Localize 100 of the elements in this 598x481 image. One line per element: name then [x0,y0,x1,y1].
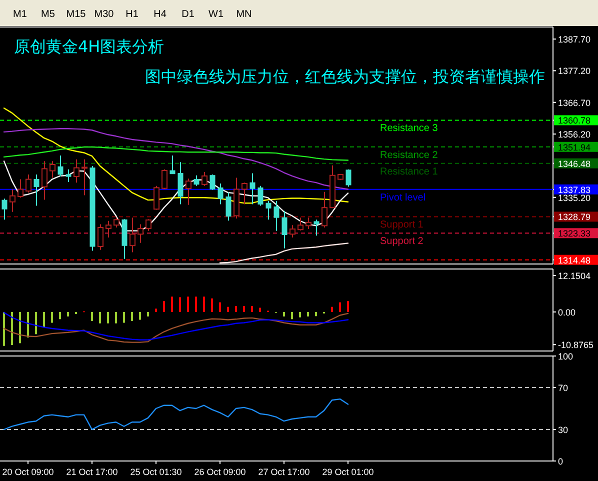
bar [195,296,197,312]
bar [107,312,109,324]
y-tick-label: 100 [558,352,574,362]
candlestick [98,224,104,250]
bar [227,306,229,312]
bar [203,296,205,312]
y-tick-label: 1387.70 [558,34,591,45]
bar [235,306,237,312]
bar [299,312,301,318]
candlestick [314,219,320,236]
bar [27,312,29,338]
candlestick [130,217,136,253]
y-tick-label: 1314.48 [558,255,591,266]
bar [67,312,69,316]
candlestick [242,182,248,205]
candlestick [26,174,32,194]
candlestick [258,185,264,206]
candlestick [322,191,328,228]
candlestick [282,210,288,249]
bar [139,312,141,320]
y-tick-label: 1360.78 [558,116,591,126]
line-series [3,146,349,161]
candlestick [250,172,256,205]
y-tick-label: 1351.94 [558,142,591,152]
candlestick [74,158,80,184]
candlestick [42,160,48,200]
y-tick-label: 1335.20 [558,192,591,203]
bar [99,312,101,324]
candlestick [146,218,152,232]
bar [283,312,285,316]
candlestick [298,217,304,232]
bar [43,312,45,328]
bar [219,302,221,312]
bar [91,312,93,321]
x-tick-label: 29 Oct 01:00 [322,467,374,477]
bar [19,312,21,344]
x-tick-label: 25 Oct 01:30 [130,467,182,477]
line-series [219,242,349,264]
candlestick [290,224,296,238]
y-tick-label: 1356.20 [558,130,591,140]
y-tick-label: 1366.70 [558,98,591,108]
toolbar: M1 M5 M15 M30 H1 H4 D1 W1 MN [0,0,598,26]
ref-line-label: Resistance 2 [380,150,438,161]
bar [3,312,5,346]
candlestick [346,168,352,188]
bar [339,302,341,312]
y-tick-label: 0 [558,456,564,466]
candlestick [306,217,312,230]
y-tick-label: 12.1504 [558,270,591,281]
candlestick [162,168,168,190]
candlestick [202,172,208,186]
y-tick-label: 1328.79 [558,212,591,222]
ref-line-label: Support 1 [380,220,424,231]
bar [115,312,117,324]
ref-line-label: Resistance 3 [380,123,438,134]
bar [59,312,61,320]
x-tick-label: 27 Oct 17:00 [258,467,310,477]
bar [251,306,253,312]
bar [307,312,309,316]
bar [243,306,245,312]
y-tick-label: 0.00 [558,307,576,318]
candlestick [58,154,64,178]
candlestick [114,217,120,228]
candlestick [274,200,280,232]
y-tick-label: 1337.83 [558,184,591,195]
y-tick-label: 30 [558,425,568,435]
bar [75,312,77,314]
y-tick-label: 1323.33 [558,228,591,239]
bar [291,312,293,320]
candlestick [178,162,184,205]
bar [147,312,149,316]
candlestick [154,185,160,210]
line-series [3,128,349,190]
bar [179,297,181,312]
candlestick [194,174,200,186]
bar [171,296,173,312]
candlestick [226,192,232,222]
bar [331,306,333,312]
x-tick-label: 20 Oct 09:00 [2,467,54,477]
text: 原创黄金4H图表分析 [14,37,164,56]
bar [51,312,53,323]
candlestick [82,158,88,196]
bar [35,312,37,334]
candlestick [34,174,40,206]
candlestick [266,200,272,220]
bar [315,312,317,316]
candlestick [2,198,8,220]
bar [187,296,189,312]
candlestick [18,178,24,198]
y-tick-label: 1346.48 [558,158,591,169]
line-series [3,398,349,430]
ref-line-label: Resistance 1 [380,166,438,178]
bar [347,301,349,312]
candlestick [138,224,144,244]
bar [211,298,213,312]
x-tick-label: 26 Oct 09:00 [194,467,246,477]
candlestick [210,174,216,190]
candlestick [186,178,192,206]
bar [123,312,125,323]
candlestick [106,220,112,238]
